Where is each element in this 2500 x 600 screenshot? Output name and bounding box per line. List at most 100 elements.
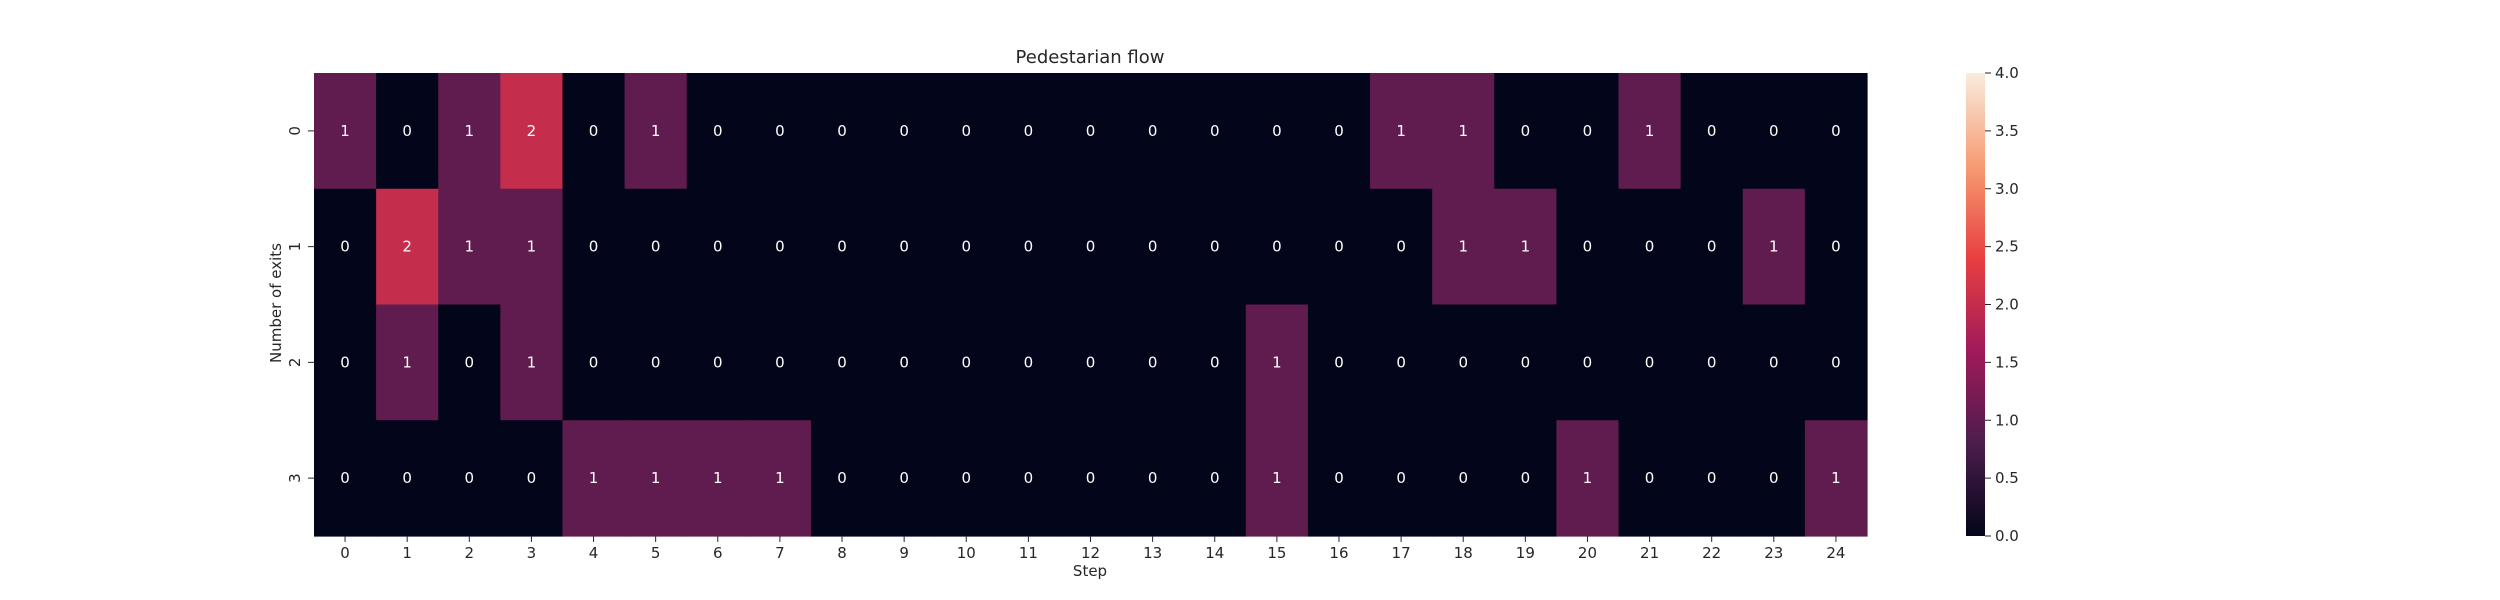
heatmap-cell bbox=[438, 188, 501, 306]
heatmap-cell bbox=[438, 73, 501, 190]
heatmap-cell bbox=[810, 304, 874, 421]
x-tick-label: 13 bbox=[1143, 544, 1162, 562]
cell-value-label: 0 bbox=[1458, 469, 1468, 487]
heatmap-cell bbox=[314, 420, 377, 537]
x-tick-label: 0 bbox=[340, 544, 350, 562]
cell-value-label: 0 bbox=[1396, 238, 1406, 256]
cell-value-label: 0 bbox=[1769, 353, 1779, 371]
cell-value-label: 1 bbox=[340, 122, 350, 140]
cell-value-label: 0 bbox=[961, 122, 971, 140]
heatmap-cell bbox=[376, 304, 439, 421]
heatmap-cell bbox=[1183, 420, 1247, 537]
y-axis-ticks: 0 1 2 3 bbox=[286, 126, 314, 483]
cell-value-label: 1 bbox=[1396, 122, 1406, 140]
cell-value-label: 0 bbox=[1583, 353, 1593, 371]
x-tick-label: 17 bbox=[1392, 544, 1411, 562]
cell-value-label: 1 bbox=[1521, 238, 1531, 256]
heatmap-cell bbox=[1432, 188, 1495, 306]
colorbar-tick-label: 3.5 bbox=[1995, 122, 2019, 140]
cell-value-label: 0 bbox=[1024, 469, 1034, 487]
cell-value-label: 0 bbox=[1210, 353, 1220, 371]
cell-value-label: 0 bbox=[1086, 469, 1096, 487]
cell-value-label: 0 bbox=[1707, 238, 1717, 256]
heatmap-cell bbox=[376, 188, 439, 306]
x-tick-label: 9 bbox=[899, 544, 909, 562]
heatmap-cell bbox=[748, 420, 812, 537]
heatmap-cell bbox=[935, 73, 998, 190]
heatmap-cell bbox=[624, 304, 688, 421]
heatmap-cell bbox=[1680, 188, 1744, 306]
heatmap-cell bbox=[935, 420, 998, 537]
heatmap-cell bbox=[1432, 73, 1495, 190]
heatmap-cell bbox=[1121, 420, 1185, 537]
cell-value-label: 0 bbox=[1024, 353, 1034, 371]
cell-value-label: 1 bbox=[402, 353, 412, 371]
heatmap-cell bbox=[562, 188, 626, 306]
cell-value-label: 0 bbox=[899, 238, 909, 256]
cell-value-label: 0 bbox=[1334, 469, 1344, 487]
cell-value-label: 0 bbox=[1769, 122, 1779, 140]
cell-value-label: 1 bbox=[1272, 353, 1282, 371]
heatmap-cell bbox=[624, 420, 688, 537]
y-tick-label: 1 bbox=[286, 242, 304, 252]
heatmap-cell bbox=[686, 304, 750, 421]
heatmap-cell bbox=[1680, 73, 1744, 190]
heatmap-cell bbox=[1742, 420, 1806, 537]
heatmap-cell bbox=[1183, 304, 1247, 421]
heatmap-cell bbox=[314, 188, 377, 306]
cell-value-label: 1 bbox=[1583, 469, 1593, 487]
cell-value-label: 0 bbox=[837, 469, 847, 487]
colorbar-tick-label: 3.0 bbox=[1995, 180, 2019, 198]
cell-value-label: 0 bbox=[1086, 122, 1096, 140]
heatmap-cell bbox=[1556, 73, 1620, 190]
colorbar-tick-label: 0.0 bbox=[1995, 527, 2019, 545]
cell-value-label: 0 bbox=[899, 122, 909, 140]
y-tick-label: 3 bbox=[286, 473, 304, 483]
cell-value-label: 1 bbox=[465, 238, 475, 256]
heatmap-cell bbox=[1059, 304, 1123, 421]
cell-value-label: 0 bbox=[1645, 238, 1655, 256]
cell-value-label: 0 bbox=[1086, 238, 1096, 256]
cell-value-label: 2 bbox=[402, 238, 412, 256]
cell-value-label: 0 bbox=[837, 238, 847, 256]
cell-value-label: 0 bbox=[837, 122, 847, 140]
cell-value-label: 0 bbox=[465, 353, 475, 371]
heatmap-cell bbox=[1183, 188, 1247, 306]
heatmap-cell bbox=[873, 304, 936, 421]
heatmap-cell bbox=[997, 73, 1061, 190]
heatmap-cell bbox=[1121, 73, 1185, 190]
heatmap-cell bbox=[562, 420, 626, 537]
cell-value-label: 0 bbox=[1334, 238, 1344, 256]
heatmap-cell bbox=[376, 73, 439, 190]
cell-value-label: 1 bbox=[1831, 469, 1841, 487]
cell-value-label: 0 bbox=[1024, 238, 1034, 256]
heatmap-cell bbox=[873, 73, 936, 190]
heatmap-cell bbox=[1307, 188, 1371, 306]
x-tick-label: 2 bbox=[465, 544, 475, 562]
cell-value-label: 0 bbox=[713, 353, 723, 371]
cell-value-label: 0 bbox=[1148, 122, 1158, 140]
cell-value-label: 0 bbox=[713, 238, 723, 256]
x-tick-label: 23 bbox=[1764, 544, 1783, 562]
heatmap-cell bbox=[1556, 420, 1620, 537]
cell-value-label: 0 bbox=[340, 353, 350, 371]
x-tick-label: 12 bbox=[1081, 544, 1100, 562]
cell-value-label: 0 bbox=[1831, 122, 1841, 140]
cell-value-label: 0 bbox=[1396, 353, 1406, 371]
colorbar-ticks: 0.0 0.5 1.0 1.5 2.0 2.5 3.0 3.5 4.0 bbox=[1985, 64, 2019, 545]
cell-value-label: 1 bbox=[1272, 469, 1282, 487]
x-tick-label: 19 bbox=[1516, 544, 1535, 562]
x-tick-label: 14 bbox=[1205, 544, 1224, 562]
cell-value-label: 0 bbox=[1334, 353, 1344, 371]
heatmap-cell bbox=[500, 420, 564, 537]
heatmap-cell bbox=[1742, 188, 1806, 306]
heatmap-cell bbox=[1245, 304, 1309, 421]
cell-value-label: 0 bbox=[340, 469, 350, 487]
x-tick-label: 20 bbox=[1578, 544, 1597, 562]
heatmap-cell bbox=[997, 420, 1061, 537]
cell-value-label: 0 bbox=[1769, 469, 1779, 487]
cell-value-label: 0 bbox=[340, 238, 350, 256]
x-tick-label: 22 bbox=[1702, 544, 1721, 562]
heatmap-cell bbox=[1494, 420, 1557, 537]
cell-value-label: 0 bbox=[1521, 469, 1531, 487]
